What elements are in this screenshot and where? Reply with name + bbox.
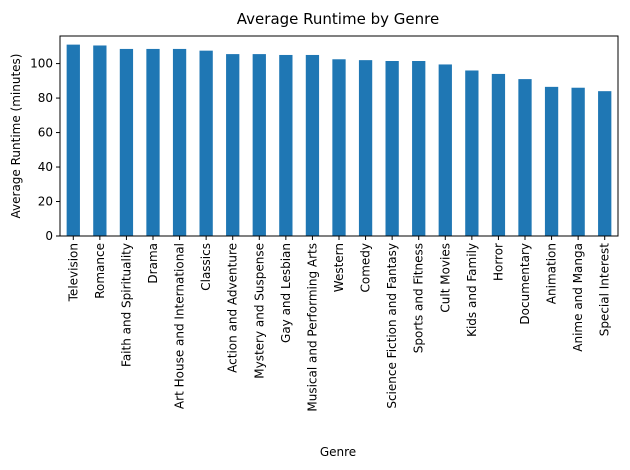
bar xyxy=(518,79,532,236)
bar xyxy=(332,59,346,236)
x-tick-label: Horror xyxy=(491,243,505,281)
x-tick-label: Special Interest xyxy=(598,243,612,337)
x-tick-label: Classics xyxy=(199,243,213,291)
x-axis-ticks: Television Romance Faith and Spirituality D… xyxy=(66,236,612,412)
x-tick-label: Kids and Family xyxy=(465,243,479,337)
x-tick-label: Western xyxy=(332,243,346,292)
x-tick-label: Anime and Manga xyxy=(571,243,585,352)
bar xyxy=(146,48,160,237)
bar xyxy=(544,86,559,237)
x-axis-label: Genre xyxy=(320,445,356,459)
bar xyxy=(385,61,399,236)
bar xyxy=(571,87,585,236)
bar xyxy=(412,61,426,236)
bar xyxy=(226,54,240,236)
bar xyxy=(279,54,293,237)
plot-frame xyxy=(59,35,619,237)
x-tick-label: Faith and Spirituality xyxy=(119,243,133,367)
bar xyxy=(438,64,452,236)
y-tick-label: 0 xyxy=(45,229,53,243)
y-tick-label: 80 xyxy=(38,91,53,105)
bar xyxy=(305,54,320,237)
bar xyxy=(66,44,80,236)
x-tick-label: Science Fiction and Fantasy xyxy=(385,243,399,409)
x-tick-label: Documentary xyxy=(518,243,532,325)
x-tick-label: Romance xyxy=(93,243,107,299)
y-axis-label: Average Runtime (minutes) xyxy=(9,54,23,219)
x-tick-label: Musical and Performing Arts xyxy=(305,243,319,412)
bar xyxy=(199,50,213,236)
bar xyxy=(93,45,107,236)
y-tick-label: 100 xyxy=(30,57,53,71)
bar xyxy=(598,91,612,236)
bars-group xyxy=(66,44,612,237)
y-tick-label: 20 xyxy=(38,195,53,209)
bar xyxy=(172,48,187,237)
bar xyxy=(119,48,134,237)
x-tick-label: Gay and Lesbian xyxy=(279,243,293,343)
chart-title: Average Runtime by Genre xyxy=(237,10,439,28)
x-tick-label: Television xyxy=(66,243,80,302)
bar xyxy=(358,60,373,236)
x-tick-label: Animation xyxy=(545,243,559,304)
bar xyxy=(252,54,266,236)
x-tick-label: Mystery and Suspense xyxy=(252,243,266,379)
y-tick-label: 40 xyxy=(38,160,53,174)
x-tick-label: Art House and International xyxy=(173,243,187,409)
bar xyxy=(491,73,506,237)
x-tick-label: Sports and Fitness xyxy=(412,243,426,353)
x-tick-label: Action and Adventure xyxy=(226,243,240,373)
bar xyxy=(465,70,479,236)
y-tick-label: 60 xyxy=(38,126,53,140)
x-tick-label: Cult Movies xyxy=(438,243,452,313)
y-axis-ticks: 0 20 40 60 80 100 xyxy=(30,57,60,243)
x-tick-label: Drama xyxy=(146,243,160,284)
x-tick-label: Comedy xyxy=(359,243,373,293)
